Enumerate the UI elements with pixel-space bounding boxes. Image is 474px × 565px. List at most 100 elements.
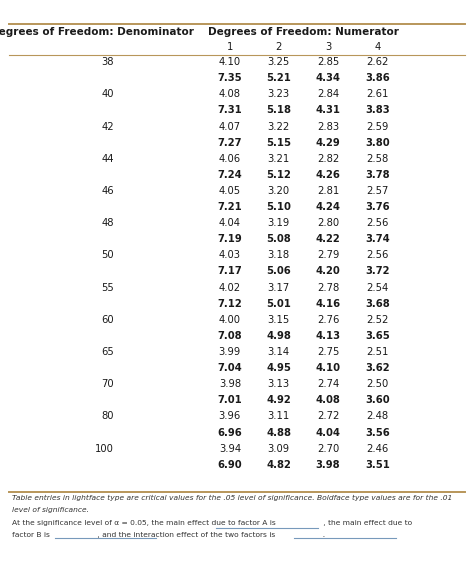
Text: 2.61: 2.61 xyxy=(366,89,389,99)
Text: 3.17: 3.17 xyxy=(268,282,290,293)
Text: 3.20: 3.20 xyxy=(268,186,290,196)
Text: 4.88: 4.88 xyxy=(266,428,291,437)
Text: 2.81: 2.81 xyxy=(317,186,339,196)
Text: 3.19: 3.19 xyxy=(268,218,290,228)
Text: 2.51: 2.51 xyxy=(366,347,389,357)
Text: 5.15: 5.15 xyxy=(266,138,291,147)
Text: 4.13: 4.13 xyxy=(316,331,340,341)
Text: Degrees of Freedom: Numerator: Degrees of Freedom: Numerator xyxy=(208,27,399,37)
Text: 5.06: 5.06 xyxy=(266,267,291,276)
Text: 2.58: 2.58 xyxy=(366,154,388,164)
Text: 3.15: 3.15 xyxy=(268,315,290,325)
Text: 2.74: 2.74 xyxy=(317,379,339,389)
Text: 3.18: 3.18 xyxy=(268,250,290,260)
Text: 2.84: 2.84 xyxy=(317,89,339,99)
Text: 40: 40 xyxy=(101,89,114,99)
Text: 5.01: 5.01 xyxy=(266,299,291,308)
Text: 4.20: 4.20 xyxy=(316,267,340,276)
Text: 3.62: 3.62 xyxy=(365,363,390,373)
Text: 3.98: 3.98 xyxy=(219,379,241,389)
Text: 2.56: 2.56 xyxy=(366,218,389,228)
Text: 46: 46 xyxy=(101,186,114,196)
Text: 4.16: 4.16 xyxy=(315,299,341,308)
Text: 1: 1 xyxy=(227,42,233,53)
Text: 3.21: 3.21 xyxy=(268,154,290,164)
Text: 7.21: 7.21 xyxy=(218,202,242,212)
Text: 2.46: 2.46 xyxy=(366,444,388,454)
Text: 4.24: 4.24 xyxy=(316,202,340,212)
Text: 4.07: 4.07 xyxy=(219,121,241,132)
Text: 70: 70 xyxy=(101,379,114,389)
Text: 4.08: 4.08 xyxy=(219,89,241,99)
Text: 4.08: 4.08 xyxy=(316,396,340,405)
Text: Table entries in lightface type are critical values for the .05 level of signifi: Table entries in lightface type are crit… xyxy=(12,496,452,501)
Text: 2.54: 2.54 xyxy=(366,282,388,293)
Text: 2.76: 2.76 xyxy=(317,315,339,325)
Text: 3.23: 3.23 xyxy=(268,89,290,99)
Text: 4.98: 4.98 xyxy=(266,331,291,341)
Text: 4.29: 4.29 xyxy=(316,138,340,147)
Text: 5.18: 5.18 xyxy=(266,106,291,115)
Text: 42: 42 xyxy=(101,121,114,132)
Text: 6.90: 6.90 xyxy=(218,460,242,470)
Text: 50: 50 xyxy=(101,250,114,260)
Text: 3.72: 3.72 xyxy=(365,267,390,276)
Text: 2.70: 2.70 xyxy=(317,444,339,454)
Text: 3.11: 3.11 xyxy=(268,411,290,421)
Text: 2: 2 xyxy=(275,42,282,53)
Text: 4.00: 4.00 xyxy=(219,315,241,325)
Text: 80: 80 xyxy=(101,411,114,421)
Text: 3.86: 3.86 xyxy=(365,73,390,83)
Text: 3.14: 3.14 xyxy=(268,347,290,357)
Text: 2.85: 2.85 xyxy=(317,57,339,67)
Text: 4.05: 4.05 xyxy=(219,186,241,196)
Text: 3.09: 3.09 xyxy=(268,444,290,454)
Text: 2.52: 2.52 xyxy=(366,315,389,325)
Text: 65: 65 xyxy=(101,347,114,357)
Text: 4.03: 4.03 xyxy=(219,250,241,260)
Text: 3.60: 3.60 xyxy=(365,396,390,405)
Text: 2.72: 2.72 xyxy=(317,411,339,421)
Text: 4.82: 4.82 xyxy=(266,460,291,470)
Text: level of significance.: level of significance. xyxy=(12,507,89,512)
Text: 4.02: 4.02 xyxy=(219,282,241,293)
Text: 2.62: 2.62 xyxy=(366,57,389,67)
Text: 7.24: 7.24 xyxy=(218,170,242,180)
Text: 4.10: 4.10 xyxy=(316,363,340,373)
Text: 5.12: 5.12 xyxy=(266,170,291,180)
Text: 2.75: 2.75 xyxy=(317,347,339,357)
Text: 4.04: 4.04 xyxy=(316,428,340,437)
Text: 3.99: 3.99 xyxy=(219,347,241,357)
Text: 2.50: 2.50 xyxy=(366,379,388,389)
Text: 3.74: 3.74 xyxy=(365,234,390,244)
Text: 3.83: 3.83 xyxy=(365,106,390,115)
Text: 60: 60 xyxy=(101,315,114,325)
Text: 38: 38 xyxy=(101,57,114,67)
Text: 3.56: 3.56 xyxy=(365,428,390,437)
Text: 2.82: 2.82 xyxy=(317,154,339,164)
Text: 4.26: 4.26 xyxy=(316,170,340,180)
Text: 4.04: 4.04 xyxy=(219,218,241,228)
Text: 4.10: 4.10 xyxy=(219,57,241,67)
Text: 48: 48 xyxy=(101,218,114,228)
Text: 3.98: 3.98 xyxy=(316,460,340,470)
Text: 3.65: 3.65 xyxy=(365,331,390,341)
Text: 7.12: 7.12 xyxy=(218,299,242,308)
Text: 3.68: 3.68 xyxy=(365,299,390,308)
Text: 3.13: 3.13 xyxy=(268,379,290,389)
Text: 3.94: 3.94 xyxy=(219,444,241,454)
Text: 4.31: 4.31 xyxy=(316,106,340,115)
Text: 4.22: 4.22 xyxy=(316,234,340,244)
Text: 4.95: 4.95 xyxy=(266,363,291,373)
Text: 2.80: 2.80 xyxy=(317,218,339,228)
Text: factor B is                    , and the interaction effect of the two factors i: factor B is , and the interaction effect… xyxy=(12,532,325,538)
Text: 7.27: 7.27 xyxy=(218,138,242,147)
Text: 7.31: 7.31 xyxy=(218,106,242,115)
Text: 3.76: 3.76 xyxy=(365,202,390,212)
Text: 5.21: 5.21 xyxy=(266,73,291,83)
Text: 55: 55 xyxy=(101,282,114,293)
Text: 6.96: 6.96 xyxy=(218,428,242,437)
Text: 5.08: 5.08 xyxy=(266,234,291,244)
Text: 2.57: 2.57 xyxy=(366,186,389,196)
Text: 3.51: 3.51 xyxy=(365,460,390,470)
